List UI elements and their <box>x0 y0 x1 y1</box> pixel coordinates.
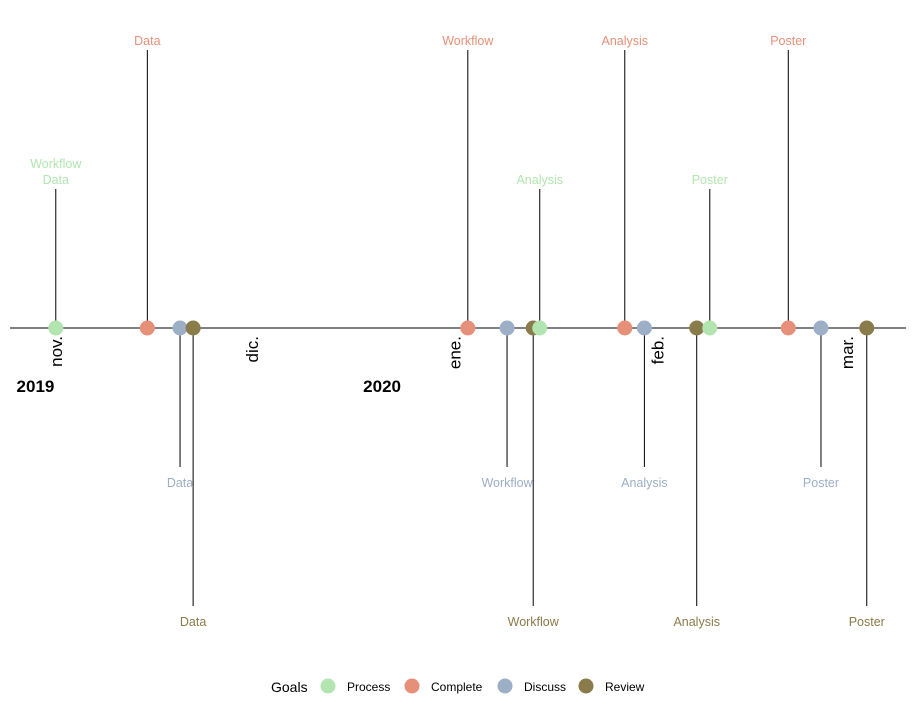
month-tick-label: nov. <box>47 336 66 367</box>
year-labels: 2019 2020 <box>17 377 401 396</box>
legend: Goals Process Complete Discuss Review <box>271 678 645 695</box>
event-point-discuss <box>499 320 515 336</box>
event-points <box>48 320 875 336</box>
event-stems <box>55 50 868 606</box>
month-tick-label: mar. <box>838 336 857 369</box>
legend-key-process <box>320 678 336 694</box>
event-label: Workflow Data <box>30 157 82 187</box>
event-label: Analysis <box>621 476 668 490</box>
event-point-review <box>185 320 201 336</box>
event-label: Poster <box>849 615 885 629</box>
legend-items: Process Complete Discuss Review <box>320 678 645 694</box>
event-label: Workflow <box>442 34 494 48</box>
event-point-process <box>532 320 548 336</box>
event-point-discuss <box>172 320 188 336</box>
event-label: Data <box>167 476 193 490</box>
event-point-process <box>48 320 64 336</box>
event-point-process <box>702 320 718 336</box>
legend-key-discuss <box>497 678 513 694</box>
event-label: Data <box>134 34 160 48</box>
event-labels: Workflow Data Data Data Data Workflow Workflow… <box>30 34 885 629</box>
event-point-review <box>689 320 705 336</box>
year-label: 2019 <box>17 377 55 396</box>
legend-label-review: Review <box>605 680 645 694</box>
event-label: Data <box>180 615 206 629</box>
month-tick-label: ene. <box>446 336 465 369</box>
event-point-complete <box>460 320 476 336</box>
event-point-complete <box>780 320 796 336</box>
event-label: Poster <box>770 34 806 48</box>
legend-label-discuss: Discuss <box>524 680 566 694</box>
legend-key-review <box>578 678 594 694</box>
month-tick-label: dic. <box>243 336 262 362</box>
event-label: Poster <box>803 476 839 490</box>
year-label: 2020 <box>363 377 401 396</box>
event-label: Workflow <box>508 615 560 629</box>
month-tick-labels: nov. dic. ene. feb. mar. <box>47 336 857 369</box>
event-point-complete <box>617 320 633 336</box>
event-label: Poster <box>692 173 728 187</box>
month-tick-label: feb. <box>648 336 667 364</box>
event-point-review <box>859 320 875 336</box>
event-point-discuss <box>636 320 652 336</box>
event-point-discuss <box>813 320 829 336</box>
legend-title: Goals <box>271 679 308 695</box>
event-point-complete <box>139 320 155 336</box>
legend-label-process: Process <box>347 680 390 694</box>
legend-label-complete: Complete <box>431 680 483 694</box>
event-label: Analysis <box>602 34 649 48</box>
event-label: Analysis <box>516 173 563 187</box>
legend-key-complete <box>404 678 420 694</box>
event-label: Workflow <box>481 476 533 490</box>
event-label: Analysis <box>673 615 720 629</box>
